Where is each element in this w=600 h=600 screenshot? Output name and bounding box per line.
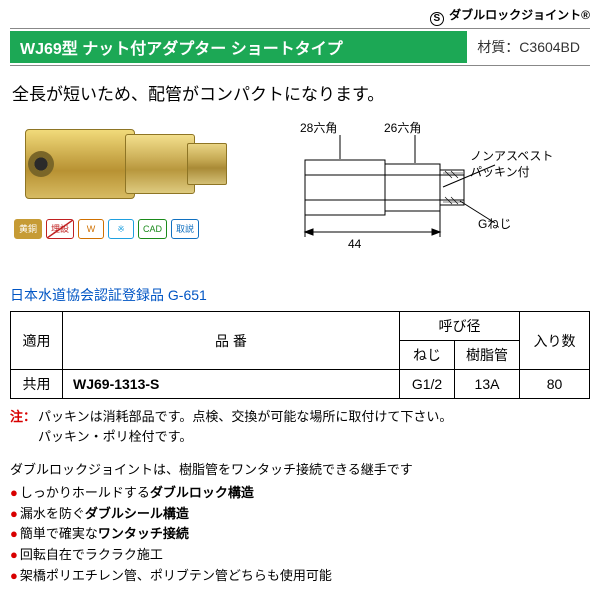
cell-qty: 80: [520, 370, 590, 399]
col-partno: 品 番: [63, 312, 400, 370]
note-line1: パッキンは消耗部品です。点検、交換が可能な場所に取付けて下さい。: [38, 409, 452, 424]
badge-wmark: W: [78, 219, 104, 239]
fitting-illustration: [25, 115, 235, 213]
brand-text: ダブルロックジョイント®: [449, 8, 590, 22]
packing-label-1: ノンアスベスト: [470, 147, 553, 164]
brand-logo-icon: S: [430, 12, 444, 26]
dimension-diagram: 28六角 26六角 ノンアスベスト パッキン付 Gねじ 44: [260, 115, 590, 275]
badge-frost: ※: [108, 219, 134, 239]
material-value: C3604BD: [519, 39, 580, 55]
description-text: 全長が短いため、配管がコンパクトになります。: [12, 80, 588, 105]
features-intro: ダブルロックジョイントは、樹脂管をワンタッチ接続できる継手です: [10, 460, 590, 481]
diagram-svg: [260, 115, 590, 275]
header-bar: WJ69型 ナット付アダプター ショートタイプ 材質： C3604BD: [10, 28, 590, 66]
col-apply: 適用: [11, 312, 63, 370]
note-label: 注：: [10, 409, 36, 424]
badge-brass: 黄銅: [14, 219, 42, 239]
figure-row: 黄銅 埋設 W ※ CAD 取説: [10, 115, 590, 275]
feature-item: 漏水を防ぐダブルシール構造: [10, 504, 590, 525]
badge-strike-icon: [47, 220, 73, 238]
col-nominal: 呼び径: [400, 312, 520, 341]
table-row: 共用 WJ69-1313-S G1/2 13A 80: [11, 370, 590, 399]
note-block: 注：パッキンは消耗部品です。点検、交換が可能な場所に取付けて下さい。 注：パッキ…: [10, 407, 590, 446]
cell-thread: G1/2: [400, 370, 455, 399]
feature-item: 回転自在でラクラク施工: [10, 545, 590, 566]
badge-cad: CAD: [138, 219, 167, 239]
brand-line: S ダブルロックジョイント®: [10, 6, 590, 26]
spec-table: 適用 品 番 呼び径 入り数 ねじ 樹脂管 共用 WJ69-1313-S G1/…: [10, 311, 590, 399]
hex-right-label: 26六角: [384, 119, 421, 136]
model-title: WJ69型 ナット付アダプター ショートタイプ: [10, 31, 467, 63]
thread-label: Gねじ: [478, 215, 511, 232]
length-label: 44: [348, 237, 361, 251]
note-line2: パッキン・ポリ栓付です。: [38, 429, 192, 444]
feature-item: しっかりホールドするダブルロック構造: [10, 483, 590, 504]
cell-pipe: 13A: [455, 370, 520, 399]
cell-apply: 共用: [11, 370, 63, 399]
badge-maisetsu: 埋設: [46, 219, 74, 239]
certification-text: 日本水道協会認証登録品 G-651: [10, 285, 590, 305]
cell-partno: WJ69-1313-S: [63, 370, 400, 399]
packing-label-2: パッキン付: [470, 163, 530, 180]
material-spec: 材質： C3604BD: [467, 31, 590, 63]
features-block: ダブルロックジョイントは、樹脂管をワンタッチ接続できる継手です しっかりホールド…: [10, 460, 590, 587]
col-thread: ねじ: [400, 341, 455, 370]
badge-doc: 取説: [171, 219, 199, 239]
feature-item: 架橋ポリエチレン管、ポリブテン管どちらも使用可能: [10, 566, 590, 587]
hex-left-label: 28六角: [300, 119, 337, 136]
badge-strip: 黄銅 埋設 W ※ CAD 取説: [10, 219, 250, 239]
feature-item: 簡単で確実なワンタッチ接続: [10, 524, 590, 545]
col-qty: 入り数: [520, 312, 590, 370]
material-label: 材質：: [477, 37, 519, 57]
col-pipe: 樹脂管: [455, 341, 520, 370]
product-photo: 黄銅 埋設 W ※ CAD 取説: [10, 115, 250, 239]
